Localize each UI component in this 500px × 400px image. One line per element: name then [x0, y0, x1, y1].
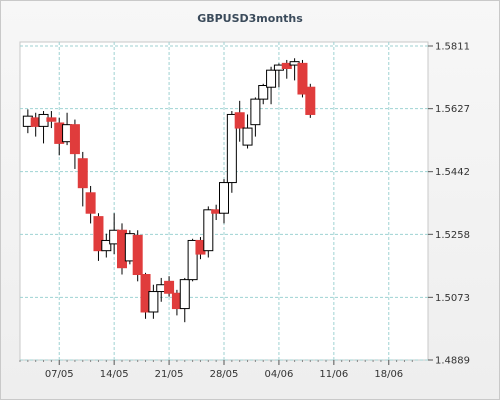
- y-tick-label: 1.4889: [435, 356, 470, 367]
- candle-down: [85, 192, 96, 214]
- candle-down: [77, 158, 88, 189]
- candles: [22, 58, 316, 323]
- candle-up: [187, 239, 198, 281]
- y-tick-label: 1.5627: [435, 104, 470, 115]
- candle-up: [219, 182, 229, 214]
- candle-down: [132, 234, 143, 276]
- candle-up: [242, 127, 253, 146]
- chart-title: GBPUSD3months: [197, 12, 303, 25]
- candle-up: [266, 69, 277, 88]
- x-tick-label: 18/06: [374, 369, 403, 380]
- y-axis: 1.5811 1.5627 1.5442 1.5258 1.5073 1.4889: [428, 42, 470, 367]
- x-tick-label: 11/06: [319, 369, 348, 380]
- x-tick-label: 21/05: [155, 369, 184, 380]
- x-tick-label: 28/05: [210, 369, 239, 380]
- candle-down: [305, 86, 316, 115]
- candle-up: [179, 279, 190, 310]
- candle-down: [93, 216, 104, 252]
- candle-up: [203, 209, 214, 252]
- y-tick-label: 1.5073: [435, 293, 470, 304]
- candle-down: [297, 62, 308, 95]
- candle-up: [250, 98, 261, 126]
- candle-down: [234, 112, 245, 129]
- candle-down: [164, 280, 175, 294]
- x-axis: 07/05 14/05 21/05 28/05 04/06 11/06 18/06: [19, 360, 413, 380]
- candle-up: [258, 85, 269, 100]
- y-tick-label: 1.5258: [435, 230, 470, 241]
- candle-up: [226, 113, 237, 184]
- candle-up: [101, 239, 112, 252]
- x-tick-label: 14/05: [100, 369, 129, 380]
- candle-down: [281, 62, 292, 69]
- grid-lines: [20, 42, 428, 361]
- y-tick-label: 1.5811: [435, 42, 470, 53]
- x-tick-label: 04/06: [265, 369, 294, 380]
- candle-up: [148, 291, 159, 313]
- candle-down: [69, 124, 80, 155]
- x-tick-label: 07/05: [45, 369, 74, 380]
- y-tick-label: 1.5442: [435, 167, 470, 178]
- candle-down: [46, 117, 57, 122]
